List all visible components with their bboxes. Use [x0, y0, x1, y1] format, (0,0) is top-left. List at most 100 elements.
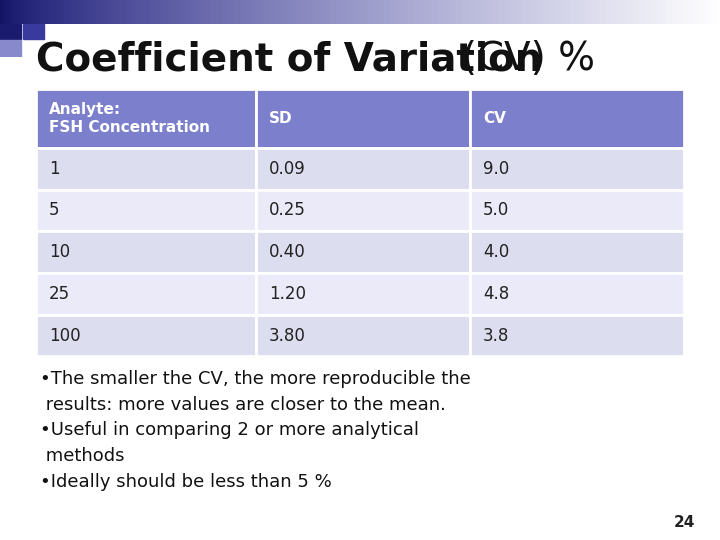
Bar — [535, 0, 538, 24]
Bar — [387, 0, 389, 24]
Bar — [55, 0, 58, 24]
Bar — [113, 0, 115, 24]
Text: 1.20: 1.20 — [269, 285, 306, 303]
Bar — [101, 0, 103, 24]
Bar — [617, 0, 619, 24]
Bar — [338, 0, 341, 24]
Bar — [214, 0, 216, 24]
Bar — [115, 0, 117, 24]
Bar — [31, 0, 34, 24]
Bar — [511, 0, 513, 24]
Bar — [554, 0, 557, 24]
Bar — [266, 0, 269, 24]
Bar — [293, 0, 295, 24]
Bar — [84, 0, 86, 24]
Bar — [542, 0, 545, 24]
Bar — [653, 0, 655, 24]
Bar — [228, 0, 230, 24]
Bar — [389, 0, 391, 24]
Bar — [14, 0, 17, 24]
Bar — [461, 0, 463, 24]
Bar — [470, 273, 684, 315]
Bar — [317, 0, 319, 24]
Bar — [202, 0, 204, 24]
Bar — [149, 0, 151, 24]
Bar — [454, 0, 456, 24]
Bar — [643, 0, 646, 24]
Bar — [540, 0, 542, 24]
Bar — [698, 0, 701, 24]
Bar — [672, 0, 675, 24]
Bar — [605, 0, 607, 24]
Bar — [63, 0, 65, 24]
Bar — [415, 0, 418, 24]
Bar — [571, 0, 574, 24]
Bar — [36, 273, 256, 315]
Bar — [29, 0, 31, 24]
Bar — [168, 0, 171, 24]
Bar — [451, 0, 454, 24]
Bar — [99, 0, 101, 24]
Bar — [274, 0, 276, 24]
Bar — [319, 0, 322, 24]
Text: Coefficient of Variation: Coefficient of Variation — [36, 40, 542, 78]
Bar — [567, 0, 569, 24]
Bar — [135, 0, 137, 24]
Bar — [619, 0, 621, 24]
Bar — [518, 0, 521, 24]
Text: SD: SD — [269, 111, 293, 126]
Bar — [569, 0, 571, 24]
Bar — [223, 0, 225, 24]
Bar — [243, 0, 245, 24]
Bar — [552, 0, 554, 24]
Bar — [38, 0, 41, 24]
Bar — [329, 0, 331, 24]
Bar — [132, 0, 135, 24]
Bar — [578, 0, 581, 24]
Bar — [377, 0, 379, 24]
Bar — [650, 0, 653, 24]
Bar — [590, 0, 593, 24]
Bar — [523, 0, 526, 24]
Bar — [607, 0, 610, 24]
Bar — [322, 0, 324, 24]
Text: 10: 10 — [49, 243, 71, 261]
Bar — [36, 231, 256, 273]
Bar — [324, 0, 326, 24]
Bar — [396, 0, 398, 24]
Bar — [718, 0, 720, 24]
Bar — [70, 0, 72, 24]
Bar — [326, 0, 329, 24]
Bar — [256, 89, 470, 148]
Bar — [24, 0, 27, 24]
Bar — [379, 0, 382, 24]
Bar — [477, 0, 480, 24]
Bar — [480, 0, 482, 24]
Bar — [41, 0, 43, 24]
Bar — [610, 0, 612, 24]
Bar — [0, 0, 2, 24]
Bar — [256, 273, 470, 315]
Bar — [336, 0, 338, 24]
Bar — [612, 0, 614, 24]
Bar — [230, 0, 233, 24]
Bar — [81, 0, 84, 24]
Bar — [497, 0, 499, 24]
Bar — [410, 0, 413, 24]
Bar — [475, 0, 477, 24]
Bar — [36, 0, 38, 24]
Bar — [713, 0, 715, 24]
Bar — [538, 0, 540, 24]
Bar — [547, 0, 549, 24]
Bar — [499, 0, 502, 24]
Bar — [485, 0, 487, 24]
Bar — [163, 0, 166, 24]
Text: 0.09: 0.09 — [269, 160, 306, 178]
Bar — [12, 0, 14, 24]
Bar — [430, 0, 432, 24]
Bar — [629, 0, 631, 24]
Bar — [58, 0, 60, 24]
Bar — [175, 0, 178, 24]
Bar — [470, 315, 684, 356]
Text: •The smaller the CV, the more reproducible the
 results: more values are closer : •The smaller the CV, the more reproducib… — [40, 370, 470, 491]
